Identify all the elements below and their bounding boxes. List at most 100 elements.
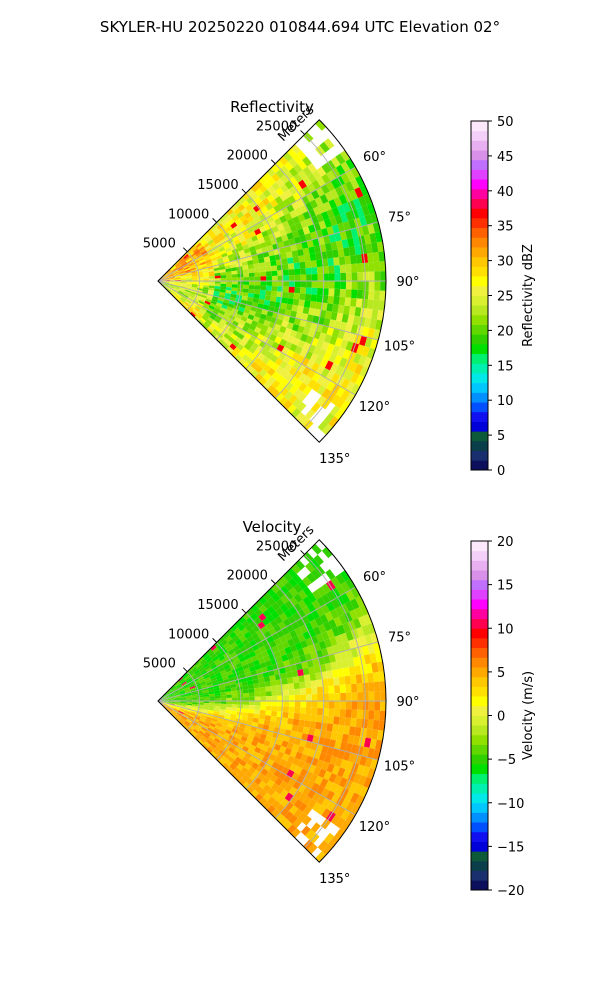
- field-cell: [212, 320, 219, 327]
- field-cell: [280, 789, 289, 799]
- field-cell: [368, 691, 375, 701]
- field-cell: [291, 230, 300, 239]
- field-cell: [202, 710, 209, 715]
- field-cell: [213, 290, 220, 295]
- field-cell: [345, 158, 356, 170]
- field-cell: [315, 721, 322, 730]
- field-cell: [240, 735, 248, 742]
- field-cell: [176, 294, 182, 299]
- field-cell: [302, 166, 313, 177]
- field-cell: [323, 412, 335, 424]
- field-cell: [280, 252, 288, 260]
- field-cell: [321, 173, 331, 185]
- field-cell: [207, 669, 214, 675]
- field-cell: [214, 672, 222, 677]
- field-cell: [220, 698, 227, 701]
- field-cell: [290, 310, 298, 318]
- field-cell: [360, 664, 368, 675]
- field-cell: [322, 686, 329, 694]
- field-cell: [194, 240, 200, 247]
- field-cell: [316, 259, 323, 268]
- field-cell: [308, 224, 316, 233]
- field-cell: [288, 263, 295, 270]
- field-cell: [170, 292, 176, 297]
- field-cell: [231, 704, 238, 708]
- field-cell: [329, 755, 338, 766]
- field-cell: [254, 709, 261, 715]
- field-cell: [274, 616, 283, 625]
- field-cell: [340, 701, 347, 710]
- field-cell: [353, 754, 362, 765]
- field-cell: [348, 752, 357, 763]
- field-cell: [331, 345, 341, 356]
- field-cell: [317, 288, 324, 296]
- field-cell: [230, 683, 237, 689]
- field-cell: [302, 815, 312, 826]
- field-cell: [204, 245, 211, 251]
- field-cell: [280, 672, 288, 680]
- field-cell: [351, 281, 358, 290]
- field-cell: [363, 613, 373, 625]
- field-cell: [372, 719, 380, 730]
- field-cell: [191, 704, 198, 707]
- field-cell: [358, 775, 367, 787]
- field-cell: [200, 668, 207, 674]
- field-cell: [174, 693, 180, 696]
- field-cell: [305, 217, 314, 227]
- field-cell: [230, 743, 237, 750]
- field-cell: [214, 317, 221, 324]
- field-cell: [244, 653, 251, 660]
- colorbar-swatch: [471, 460, 488, 471]
- field-cell: [203, 313, 210, 320]
- field-cell: [171, 290, 177, 295]
- field-cell: [345, 392, 356, 404]
- field-cell: [223, 244, 231, 250]
- colorbar-swatch: [471, 822, 488, 833]
- reflectivity-panel: Reflectivity50001000015000200002500060°7…: [143, 98, 536, 479]
- field-cell: [350, 647, 359, 658]
- field-cell: [247, 680, 254, 686]
- field-cell: [367, 327, 375, 339]
- field-cell: [186, 704, 192, 707]
- field-cell: [273, 743, 282, 752]
- colorbar-tick-label: 0: [497, 710, 505, 725]
- field-cell: [222, 762, 230, 770]
- field-cell: [311, 792, 321, 803]
- colorbar-tick-label: 15: [497, 579, 514, 594]
- field-cell: [372, 672, 380, 683]
- colorbar-swatch: [471, 295, 488, 306]
- field-cell: [237, 222, 245, 229]
- field-cell: [220, 318, 228, 324]
- field-cell: [184, 290, 191, 295]
- field-cell: [335, 785, 344, 796]
- field-cell: [328, 416, 339, 428]
- field-cell: [203, 722, 210, 728]
- field-cell: [300, 694, 307, 701]
- field-cell: [291, 772, 300, 781]
- field-cell: [294, 766, 303, 775]
- field-cell: [299, 261, 306, 269]
- field-cell: [279, 215, 288, 224]
- field-cell: [188, 682, 195, 687]
- field-cell: [201, 660, 208, 667]
- field-cell: [249, 219, 257, 227]
- field-cell: [364, 337, 373, 348]
- field-cell: [183, 711, 190, 716]
- field-cell: [247, 292, 255, 298]
- field-cell: [250, 781, 259, 790]
- field-cell: [243, 343, 252, 351]
- field-cell: [318, 203, 327, 214]
- field-cell: [341, 659, 349, 669]
- field-cell: [232, 697, 238, 701]
- field-cell: [274, 637, 282, 646]
- field-cell: [266, 665, 274, 672]
- field-cell: [300, 639, 308, 649]
- field-cell: [215, 661, 223, 667]
- field-cell: [232, 760, 240, 767]
- field-cell: [208, 693, 215, 697]
- field-cell: [288, 269, 295, 276]
- field-cell: [307, 593, 317, 603]
- field-cell: [200, 714, 207, 719]
- field-cell: [237, 642, 245, 649]
- field-cell: [313, 766, 322, 776]
